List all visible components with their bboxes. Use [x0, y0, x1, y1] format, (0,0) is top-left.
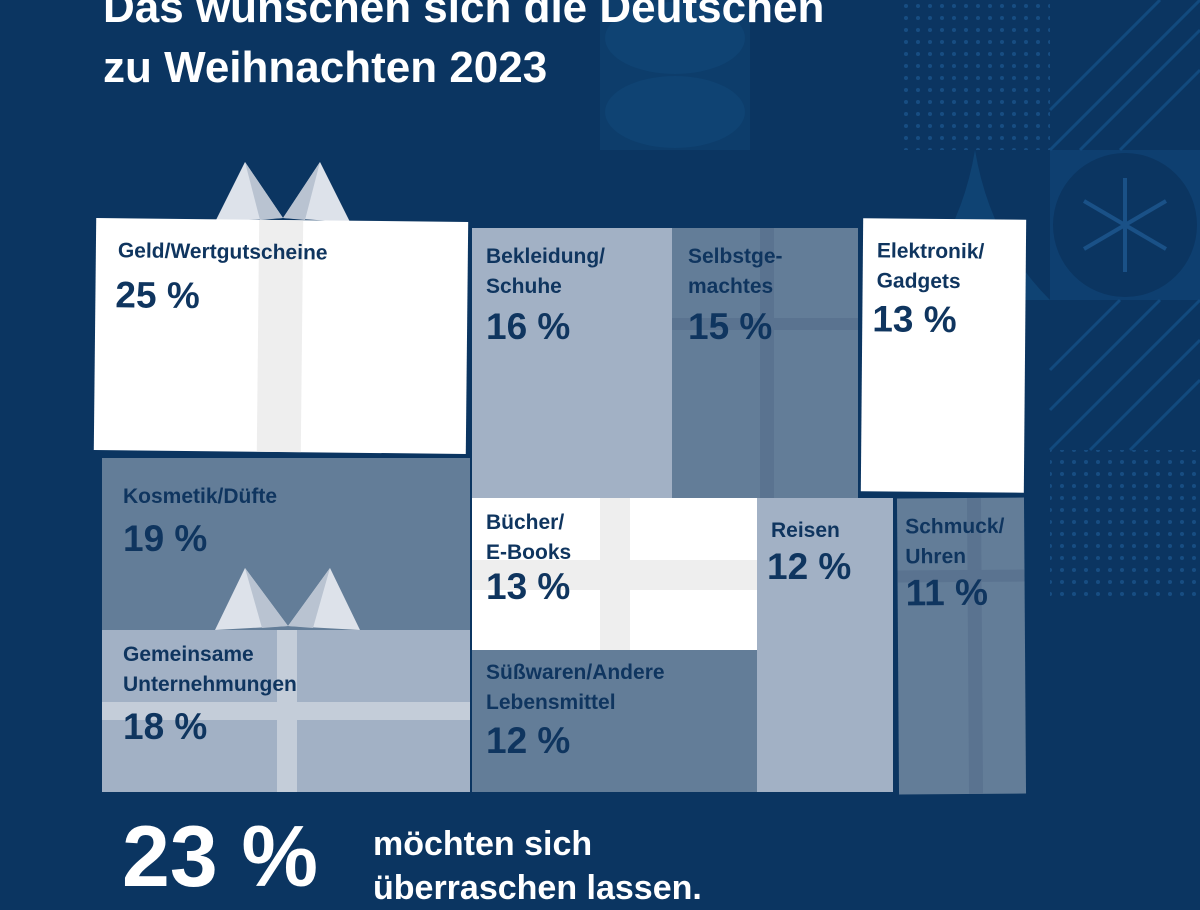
category-label: Elektronik/ Gadgets [876, 239, 985, 294]
surprise-percentage: 23 % [122, 809, 319, 905]
gift-elektronik: Elektronik/ Gadgets 13 % [860, 218, 1027, 493]
category-label: Geld/Wertgutscheine [117, 239, 328, 265]
category-label: Gemeinsame Unternehmungen [123, 643, 297, 696]
category-label: Selbstge- machtes [688, 245, 783, 298]
category-label: Bekleidung/ Schuhe [486, 245, 606, 298]
value-label: 13 % [872, 298, 957, 341]
bow-icon [215, 162, 350, 222]
gift-suesswaren: Süßwaren/Andere Lebensmittel 12 % [472, 650, 757, 792]
ribbon [102, 702, 470, 720]
value-label: 11 % [905, 571, 989, 614]
value-label: 15 % [688, 306, 773, 347]
gift-gemeinsame: Gemeinsame Unternehmungen 18 % [102, 630, 470, 792]
value-label: 16 % [486, 306, 571, 347]
gift-bekleidung: Bekleidung/ Schuhe 16 % [472, 228, 672, 498]
value-label: 25 % [115, 274, 200, 317]
category-label: Bücher/ E-Books [486, 511, 572, 564]
value-label: 19 % [123, 518, 208, 559]
ribbon [760, 228, 774, 498]
page-title: Das wünschen sich die Deutschen zu Weihna… [103, 0, 825, 92]
value-label: 18 % [123, 706, 208, 747]
gift-kosmetik: Kosmetik/Düfte 19 % [102, 458, 470, 630]
value-label: 12 % [767, 546, 852, 587]
gift-schmuck: Schmuck/ Uhren 11 % [896, 497, 1027, 795]
gift-selbstgemachtes: Selbstge- machtes 15 % [672, 228, 858, 498]
category-label: Reisen [771, 519, 840, 542]
ribbon [672, 318, 858, 330]
surprise-text: möchten sich überraschen lassen. [373, 825, 702, 907]
gift-reisen: Reisen 12 % [757, 498, 893, 792]
value-label: 13 % [486, 566, 571, 607]
category-label: Kosmetik/Düfte [123, 485, 278, 508]
category-label: Süßwaren/Andere Lebensmittel [486, 661, 665, 714]
category-label: Schmuck/ Uhren [905, 514, 1005, 569]
bow-icon [215, 568, 360, 630]
ribbon [472, 560, 757, 590]
gift-geld: Geld/Wertgutscheine 25 % [93, 218, 469, 454]
value-label: 12 % [486, 720, 571, 761]
gift-buecher: Bücher/ E-Books 13 % [472, 498, 757, 650]
